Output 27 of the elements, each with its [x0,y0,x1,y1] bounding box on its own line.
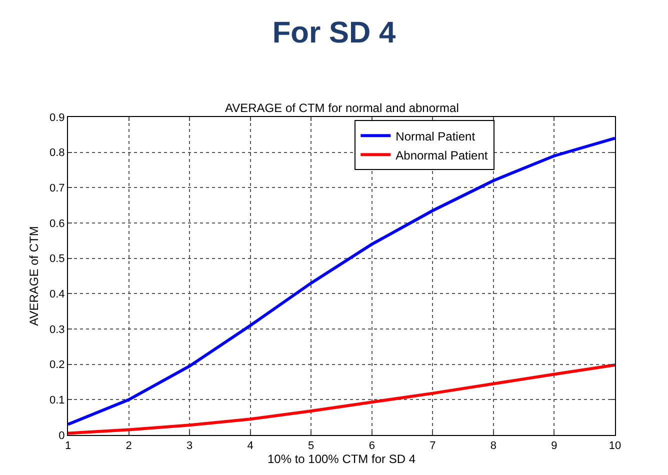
y-tick-label: 0.5 [50,253,65,266]
y-tick-label: 0.1 [50,394,65,407]
y-tick-label: 0.2 [50,359,65,372]
x-tick-label: 10 [608,440,622,452]
x-tick-label: 2 [126,440,132,452]
y-tick-label: 0.9 [50,112,65,124]
y-tick-label: 0 [58,430,65,442]
y-tick-label: 0.4 [50,288,65,301]
y-tick-label: 0.7 [50,182,65,195]
x-axis-title: 10% to 100% CTM for SD 4 [267,452,416,466]
y-axis-title: AVERAGE of CTM [26,226,41,326]
legend-label: Normal Patient [396,129,476,144]
x-tick-label: 1 [64,440,72,452]
x-tick-label: 7 [430,440,436,452]
y-tick-label: 0.6 [50,218,65,230]
x-tick-label: 3 [186,440,193,452]
x-tick-label: 8 [490,440,497,452]
y-tick-label: 0.3 [50,324,65,336]
legend-label: Abnormal Patient [396,148,488,162]
x-tick-label: 5 [308,440,314,452]
x-tick-label: 6 [368,440,375,452]
x-tick-label: 4 [247,440,254,452]
line-series [68,364,615,435]
chart-subtitle: AVERAGE of CTM for normal and abnormal [225,101,459,115]
chart-title: For SD 4 [272,16,396,50]
y-tick-label: 0.8 [50,147,65,160]
x-tick-label: 9 [551,440,558,452]
